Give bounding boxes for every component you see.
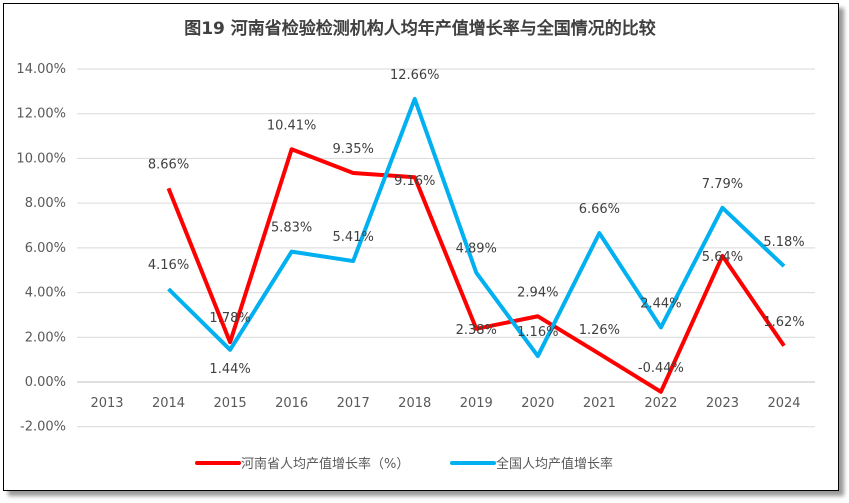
x-tick-label: 2018 — [398, 396, 431, 411]
data-label: 5.18% — [763, 235, 804, 250]
data-label: 1.44% — [209, 362, 250, 377]
x-tick-label: 2021 — [583, 396, 616, 411]
y-tick-label: 10.00% — [16, 151, 66, 166]
data-label: 5.83% — [271, 221, 312, 236]
x-tick-label: 2017 — [337, 396, 370, 411]
chart-frame — [3, 3, 839, 491]
chart-title: 图19 河南省检验检测机构人均年产值增长率与全国情况的比较 — [184, 18, 656, 39]
data-label: 1.78% — [209, 311, 250, 326]
y-tick-label: 6.00% — [25, 241, 66, 256]
legend-label: 全国人均产值增长率 — [496, 456, 613, 472]
x-tick-label: 2020 — [521, 396, 554, 411]
data-label: 2.94% — [517, 285, 558, 300]
data-label: 1.16% — [517, 325, 558, 340]
data-label: 1.26% — [579, 323, 620, 338]
data-label: 12.66% — [390, 68, 440, 83]
data-label: 1.62% — [763, 315, 804, 330]
data-label: 4.16% — [148, 258, 189, 273]
y-tick-label: 2.00% — [25, 330, 66, 345]
data-label: 8.66% — [148, 157, 189, 172]
legend-label: 河南省人均产值增长率（%） — [241, 456, 409, 472]
y-tick-label: 4.00% — [25, 286, 66, 301]
x-tick-label: 2016 — [275, 396, 308, 411]
data-label: 9.16% — [394, 174, 435, 189]
x-tick-label: 2015 — [214, 396, 247, 411]
series-line-1 — [167, 96, 786, 359]
data-label: 10.41% — [267, 118, 317, 133]
data-label: 4.89% — [456, 242, 497, 257]
x-tick-label: 2019 — [460, 396, 493, 411]
data-label: -0.44% — [638, 361, 684, 376]
x-tick-label: 2023 — [706, 396, 739, 411]
data-label: 6.66% — [579, 202, 620, 217]
y-tick-label: 0.00% — [25, 375, 66, 390]
y-tick-label: 12.00% — [16, 107, 66, 122]
y-tick-label: -2.00% — [20, 420, 66, 435]
data-label: 2.44% — [640, 296, 681, 311]
data-label: 5.41% — [333, 230, 374, 245]
data-label: 5.64% — [702, 250, 743, 265]
y-tick-label: 14.00% — [16, 62, 66, 77]
x-tick-label: 2013 — [90, 396, 123, 411]
y-tick-label: 8.00% — [25, 196, 66, 211]
data-label: 7.79% — [702, 177, 743, 192]
data-label: 2.38% — [456, 323, 497, 338]
x-tick-label: 2022 — [644, 396, 677, 411]
x-tick-label: 2024 — [767, 396, 800, 411]
data-label: 9.35% — [333, 142, 374, 157]
x-tick-label: 2014 — [152, 396, 185, 411]
